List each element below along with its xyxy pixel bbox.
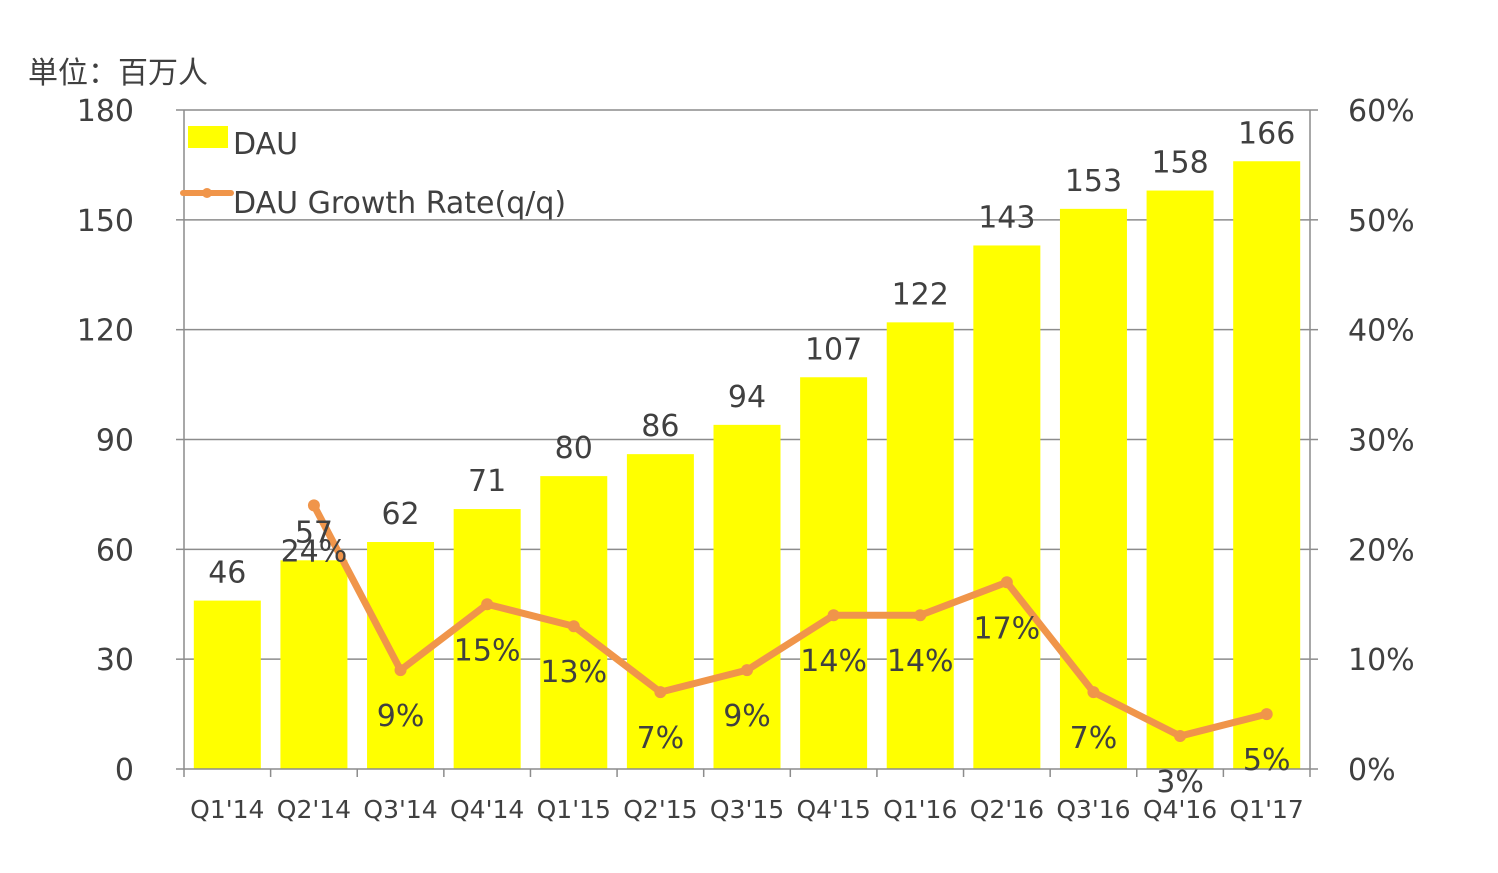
x-tick-label: Q2'15 <box>623 795 697 824</box>
growth-rate-label: 14% <box>887 644 954 679</box>
x-tick-label: Q1'17 <box>1230 795 1304 824</box>
growth-rate-label: 14% <box>800 644 867 679</box>
right-tick-label: 30% <box>1348 424 1415 459</box>
axes: 0 30 60 90 120 150 180 0% 10% 20% 30% 40% 50% 60% Q1'1… <box>77 94 1415 824</box>
line-series <box>307 499 1273 743</box>
dau-bar-label: 62 <box>381 497 419 532</box>
x-tick-label: Q2'14 <box>277 795 351 824</box>
dau-bar-label: 158 <box>1151 146 1208 181</box>
growth-rate-label: 7% <box>637 721 685 756</box>
dau-bar-label: 166 <box>1238 116 1295 151</box>
data-labels: 46 57 62 71 80 86 94 107 122 143 153 158 166 24% 9% 15%… <box>208 116 1295 800</box>
x-tick-label: Q4'14 <box>450 795 524 824</box>
growth-rate-line <box>310 501 1271 740</box>
x-tick-label: Q3'15 <box>710 795 784 824</box>
growth-rate-label: 15% <box>454 633 521 668</box>
dau-bar <box>193 600 261 769</box>
growth-rate-label: 24% <box>281 534 348 569</box>
dau-bar <box>973 245 1041 769</box>
x-tick-label: Q3'16 <box>1056 795 1130 824</box>
legend: DAU DAU Growth Rate(q/q) <box>180 126 566 221</box>
growth-rate-label: 7% <box>1070 721 1118 756</box>
x-tick-label: Q1'15 <box>537 795 611 824</box>
right-tick-label: 50% <box>1348 204 1415 239</box>
growth-rate-point <box>1260 708 1273 721</box>
right-tick-label: 10% <box>1348 643 1415 678</box>
x-tick-label: Q3'14 <box>363 795 437 824</box>
left-tick-label: 120 <box>77 314 134 349</box>
growth-rate-point <box>1000 576 1013 589</box>
dau-bar <box>800 377 868 769</box>
dau-bar-label: 57 <box>295 515 333 550</box>
growth-rate-point <box>1174 730 1187 743</box>
dau-bar <box>280 560 348 769</box>
dau-bar-label: 71 <box>468 464 506 499</box>
growth-rate-point <box>307 499 320 512</box>
bar-series <box>193 161 1301 770</box>
unit-label: 単位：百万人 <box>28 56 208 91</box>
left-tick-label: 60 <box>96 533 134 568</box>
growth-rate-point <box>481 598 494 611</box>
growth-rate-point <box>567 620 580 633</box>
dau-bar-label: 153 <box>1065 164 1122 199</box>
growth-rate-label: 9% <box>723 699 771 734</box>
left-tick-label: 150 <box>77 204 134 239</box>
growth-rate-point <box>914 609 927 622</box>
growth-rate-label: 3% <box>1156 765 1204 800</box>
x-tick-label: Q2'16 <box>970 795 1044 824</box>
left-tick-label: 30 <box>96 643 134 678</box>
legend-dau-label: DAU <box>233 127 298 162</box>
right-tick-label: 0% <box>1348 753 1396 788</box>
left-tick-label: 180 <box>77 94 134 129</box>
legend-growth-label: DAU Growth Rate(q/q) <box>233 186 566 221</box>
left-tick-label: 90 <box>96 424 134 459</box>
x-tick-label: Q1'16 <box>883 795 957 824</box>
dau-bar <box>886 322 954 769</box>
growth-rate-label: 13% <box>540 655 607 690</box>
right-tick-label: 60% <box>1348 94 1415 129</box>
left-tick-label: 0 <box>115 753 134 788</box>
dau-bar <box>453 509 521 769</box>
dau-bar-label: 107 <box>805 332 862 367</box>
right-tick-label: 40% <box>1348 314 1415 349</box>
dau-bar <box>1059 208 1127 770</box>
dau-bar-label: 94 <box>728 380 766 415</box>
growth-rate-point <box>654 686 667 699</box>
x-tick-label: Q4'16 <box>1143 795 1217 824</box>
dau-bar <box>713 424 781 769</box>
dau-bar-label: 46 <box>208 556 246 591</box>
legend-growth-marker <box>202 188 212 198</box>
growth-rate-point <box>741 664 753 677</box>
growth-rate-point <box>394 664 407 677</box>
legend-dau-swatch <box>188 126 228 148</box>
right-tick-label: 20% <box>1348 533 1415 568</box>
growth-rate-point <box>827 609 840 622</box>
x-tick-label: Q4'15 <box>796 795 870 824</box>
growth-rate-label: 9% <box>377 699 425 734</box>
growth-rate-label: 17% <box>974 611 1041 646</box>
growth-rate-label: 5% <box>1243 743 1291 778</box>
dau-bar <box>626 454 694 769</box>
growth-rate-point <box>1087 686 1100 699</box>
dau-bar <box>1146 190 1214 770</box>
dau-bar-label: 122 <box>892 277 949 312</box>
dau-bar-label: 80 <box>555 431 593 466</box>
dau-bar <box>1233 161 1301 769</box>
dau-bar-label: 86 <box>641 409 679 444</box>
x-tick-label: Q1'14 <box>190 795 264 824</box>
dau-bar-label: 143 <box>978 200 1035 235</box>
